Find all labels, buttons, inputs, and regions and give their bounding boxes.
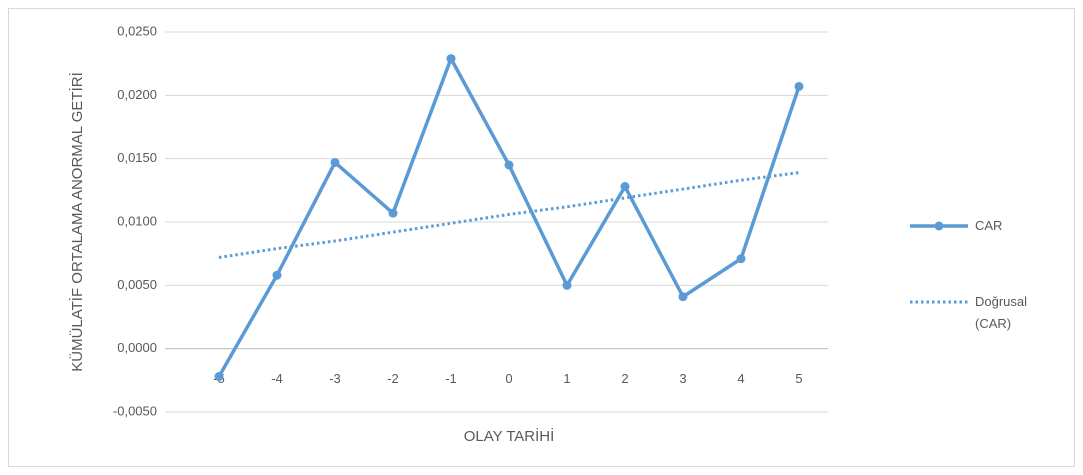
x-tick-label: 2: [621, 371, 628, 386]
y-axis-title: KÜMÜLATİF ORTALAMA ANORMAL GETİRİ: [69, 72, 86, 372]
point-marker: [678, 292, 688, 302]
y-tick-label: 0,0150: [117, 150, 157, 165]
y-tick-label: -0,0050: [113, 403, 157, 418]
chart-border: [8, 8, 1075, 467]
x-axis-title: OLAY TARİHİ: [464, 427, 555, 445]
x-tick-label: 0: [505, 371, 512, 386]
y-tick-label: 0,0200: [117, 87, 157, 102]
x-tick-label: -1: [445, 371, 457, 386]
x-tick-label: -3: [329, 371, 341, 386]
legend-label: Doğrusal (CAR): [975, 294, 1028, 331]
y-tick-label: 0,0100: [117, 213, 157, 228]
point-marker: [736, 254, 746, 264]
y-tick-label: 0,0050: [117, 277, 157, 292]
point-marker: [504, 160, 514, 170]
x-tick-label: 4: [737, 371, 744, 386]
x-tick-label: -4: [271, 371, 283, 386]
point-marker: [562, 280, 572, 290]
point-marker: [446, 54, 456, 64]
y-tick-label: 0,0250: [117, 23, 157, 38]
point-marker: [388, 208, 398, 218]
x-tick-label: -2: [387, 371, 399, 386]
legend-marker: [934, 221, 944, 231]
point-marker: [272, 270, 282, 280]
point-marker: [620, 182, 630, 192]
y-tick-label: 0,0000: [117, 340, 157, 355]
x-tick-label: 1: [563, 371, 570, 386]
series-line: [218, 171, 800, 259]
legend-label: CAR: [975, 218, 1003, 233]
x-tick-label: 5: [795, 371, 802, 386]
x-tick-label: 3: [679, 371, 686, 386]
point-marker: [214, 372, 224, 382]
point-marker: [330, 157, 340, 167]
point-marker: [794, 81, 804, 91]
